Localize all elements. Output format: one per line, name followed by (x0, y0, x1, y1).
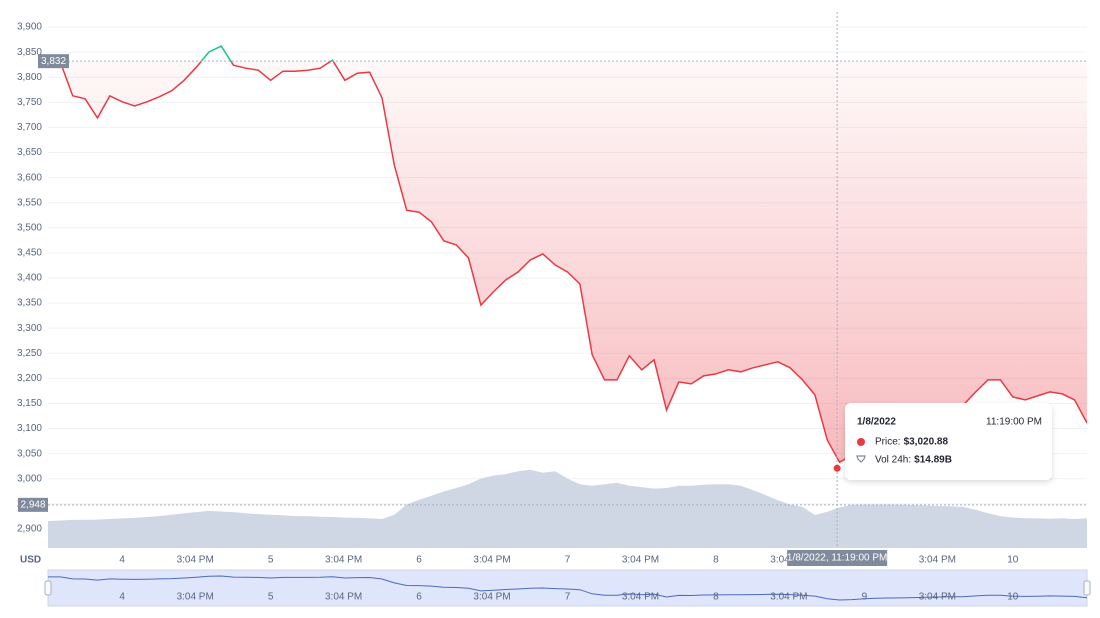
tooltip-price: $3,020.88 (904, 437, 949, 448)
navigator-tick-label: 4 (119, 592, 125, 603)
tooltip-volume-name: Vol 24h: (875, 455, 911, 466)
navigator-tick-label: 7 (565, 592, 571, 603)
navigator-tick-label: 3:04 PM (770, 592, 807, 603)
y-tick-label: 3,800 (17, 72, 42, 83)
navigator-handle[interactable] (1083, 580, 1091, 596)
tooltip-price-dot (857, 438, 865, 446)
y-tick-label: 3,050 (17, 448, 42, 459)
y-tick-label: 3,900 (17, 22, 42, 33)
x-tick-label: 8 (713, 555, 719, 566)
tooltip-time: 11:19:00 PM (986, 417, 1042, 428)
navigator-tick-label: 3:04 PM (177, 592, 214, 603)
navigator-tick-label: 9 (862, 592, 868, 603)
crosshair-y-bg (18, 497, 48, 512)
x-tick-label: 3:04 PM (622, 555, 659, 566)
hover-point (833, 464, 841, 472)
navigator-tick-label: 3:04 PM (325, 592, 362, 603)
baseline-label-bg (38, 54, 69, 69)
y-tick-label: 3,550 (17, 197, 42, 208)
navigator-tick-label: 3:04 PM (473, 592, 510, 603)
tooltip-date: 1/8/2022 (857, 417, 896, 428)
y-axis-label: USD (20, 555, 41, 566)
navigator-handle[interactable] (44, 580, 52, 596)
y-tick-label: 3,850 (17, 47, 42, 58)
y-tick-label: 3,200 (17, 373, 42, 384)
y-tick-label: 3,650 (17, 147, 42, 158)
x-tick-label: 3:04 PM (177, 555, 214, 566)
navigator-tick-label: 6 (416, 592, 422, 603)
x-tick-label: 6 (416, 555, 422, 566)
x-tick-label: 7 (565, 555, 571, 566)
x-tick-label: 4 (119, 555, 125, 566)
x-tick-label: 10 (1007, 555, 1019, 566)
y-tick-label: 3,350 (17, 298, 42, 309)
navigator-tick-label: 3:04 PM (919, 592, 956, 603)
y-tick-label: 3,300 (17, 323, 42, 334)
y-tick-label: 3,400 (17, 273, 42, 284)
tooltip-vol-icon (856, 455, 866, 463)
x-tick-label: 3:04 PM (919, 555, 956, 566)
crosshair-x-label: 1/8/2022, 11:19:00 PM (787, 553, 887, 564)
y-tick-label: 3,500 (17, 222, 42, 233)
tooltip-price-name: Price: (875, 437, 901, 448)
y-tick-label: 3,700 (17, 122, 42, 133)
y-tick-label: 3,100 (17, 423, 42, 434)
y-tick-label: 3,150 (17, 398, 42, 409)
navigator-tick-label: 8 (713, 592, 719, 603)
x-tick-label: 3:04 PM (473, 555, 510, 566)
navigator-line (48, 575, 1088, 601)
y-tick-label: 3,000 (17, 473, 42, 484)
navigator-tick-label: 5 (268, 592, 274, 603)
baseline-label: 3,832 (41, 56, 66, 67)
y-tick-label: 3,750 (17, 97, 42, 108)
navigator-tick-label: 10 (1007, 592, 1019, 603)
tooltip (845, 403, 1052, 480)
tooltip-volume: $14.89B (914, 455, 952, 466)
crosshair-x-bg (787, 550, 888, 566)
y-tick-label: 3,250 (17, 348, 42, 359)
x-tick-label: 3:04 PM (325, 555, 362, 566)
price-line-up (200, 45, 334, 62)
y-tick-label: 3,450 (17, 248, 42, 259)
y-tick-label: 3,600 (17, 172, 42, 183)
volume-area (48, 469, 1087, 548)
navigator-tick-label: 3:04 PM (622, 592, 659, 603)
crosshair-y-label: 2,948 (20, 499, 45, 510)
x-tick-label: 5 (268, 555, 274, 566)
y-tick-label: 2,900 (17, 524, 42, 535)
price-area (48, 61, 1087, 463)
